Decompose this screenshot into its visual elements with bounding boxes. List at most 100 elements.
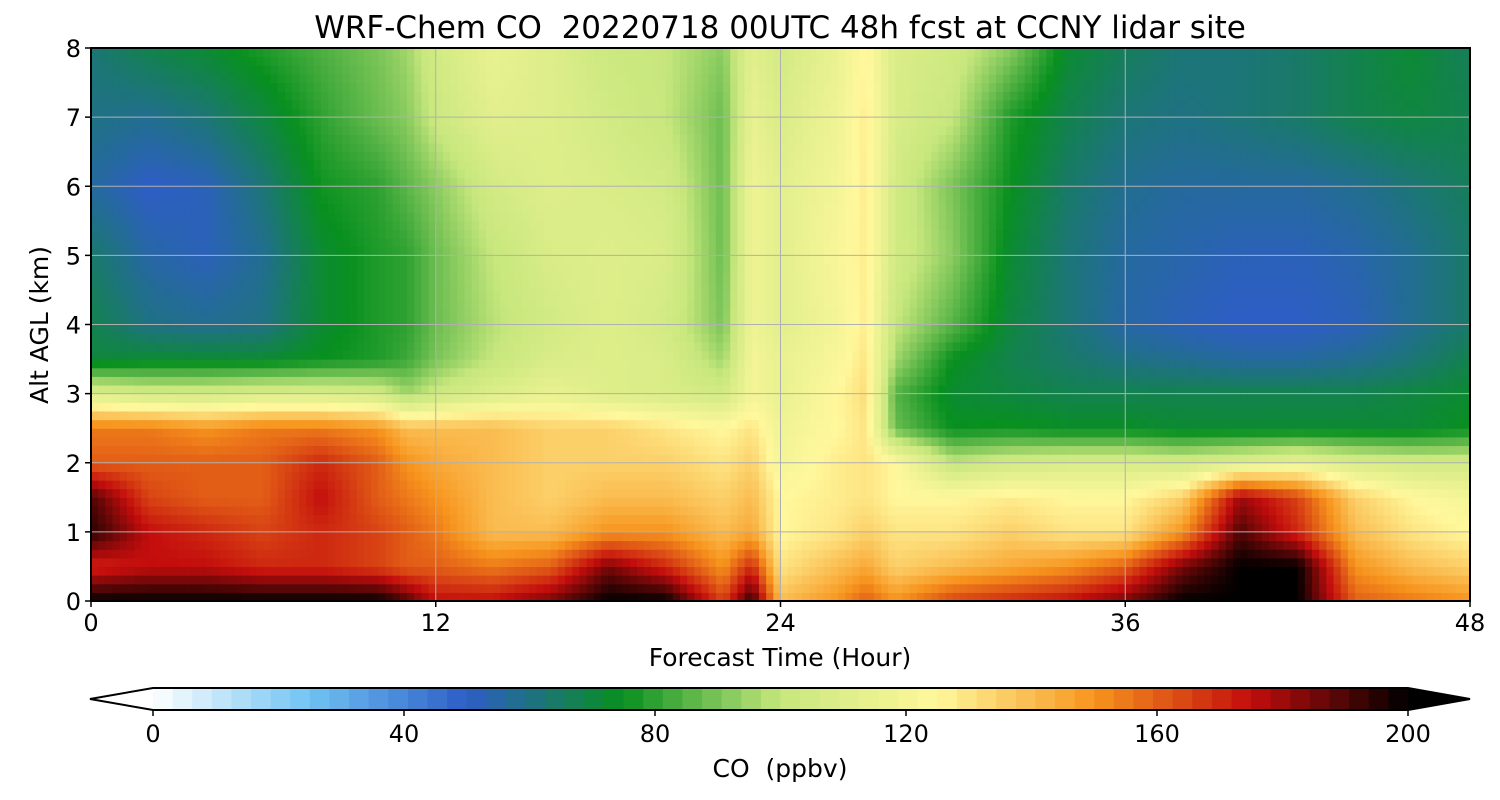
heatmap-cell <box>658 583 667 593</box>
heatmap-cell <box>1153 566 1162 576</box>
heatmap-cell <box>1297 488 1306 498</box>
heatmap-cell <box>241 402 250 412</box>
heatmap-cell <box>1283 566 1292 576</box>
heatmap-cell <box>299 488 308 498</box>
heatmap-cell <box>1010 575 1019 585</box>
heatmap-cell <box>608 471 616 481</box>
heatmap-cell <box>1419 462 1428 472</box>
heatmap-cell <box>227 575 236 585</box>
heatmap-cell <box>198 583 207 593</box>
heatmap-cell <box>873 428 882 438</box>
heatmap-cell <box>579 410 588 421</box>
heatmap-cell <box>543 557 552 568</box>
heatmap-cell <box>672 505 681 516</box>
heatmap-cell <box>1225 454 1234 464</box>
heatmap-cell <box>744 419 753 429</box>
heatmap-cell <box>471 505 480 516</box>
heatmap-cell <box>960 523 968 533</box>
heatmap-cell <box>529 557 537 568</box>
heatmap-cell <box>888 549 897 559</box>
heatmap-cell <box>1369 583 1378 593</box>
heatmap-cell <box>1110 531 1119 542</box>
heatmap-cell <box>773 488 782 498</box>
heatmap-cell <box>1254 497 1263 507</box>
heatmap-cell <box>837 592 846 601</box>
heatmap-cell <box>493 428 501 438</box>
heatmap-cell <box>205 566 214 576</box>
heatmap-cell <box>1232 566 1241 576</box>
heatmap-cell <box>170 497 178 507</box>
heatmap-cell <box>256 384 264 395</box>
heatmap-cell <box>184 514 193 524</box>
heatmap-cell <box>586 488 595 498</box>
heatmap-cell <box>723 410 731 421</box>
heatmap-cell <box>1110 376 1119 386</box>
heatmap-cell <box>1046 419 1055 429</box>
heatmap-cell <box>938 384 947 395</box>
heatmap-cell <box>1110 402 1119 412</box>
heatmap-cell <box>1010 480 1019 490</box>
heatmap-cell <box>471 436 480 447</box>
heatmap-cell <box>134 592 142 601</box>
heatmap-cell <box>1161 505 1169 516</box>
heatmap-cell <box>715 402 724 412</box>
heatmap-cell <box>277 436 286 447</box>
heatmap-cell <box>837 445 846 455</box>
heatmap-cell <box>98 436 106 447</box>
heatmap-cell <box>421 497 430 507</box>
heatmap-cell <box>1390 583 1399 593</box>
heatmap-cell <box>1182 488 1191 498</box>
heatmap-cell <box>198 376 207 386</box>
heatmap-cell <box>414 462 422 472</box>
heatmap-cell <box>952 445 961 455</box>
heatmap-cell <box>328 566 336 576</box>
heatmap-cell <box>593 428 602 438</box>
heatmap-cell <box>1462 376 1470 386</box>
heatmap-cell <box>787 462 796 472</box>
heatmap-cell <box>270 557 279 568</box>
heatmap-cell <box>766 575 774 585</box>
heatmap-cell <box>543 480 552 490</box>
heatmap-cell <box>184 583 193 593</box>
heatmap-cell <box>1125 419 1134 429</box>
heatmap-cell <box>514 436 523 447</box>
heatmap-cell <box>823 436 832 447</box>
heatmap-cell <box>1125 376 1134 386</box>
heatmap-cell <box>852 393 861 403</box>
heatmap-cell <box>981 376 990 386</box>
heatmap-cell <box>1426 583 1435 593</box>
heatmap-cell <box>1290 575 1299 585</box>
heatmap-cell <box>837 454 846 464</box>
heatmap-cell <box>708 402 717 412</box>
heatmap-cell <box>356 402 365 412</box>
heatmap-cell <box>205 583 214 593</box>
heatmap-cell <box>1060 592 1069 601</box>
heatmap-cell <box>1060 523 1069 533</box>
heatmap-cell <box>349 462 358 472</box>
heatmap-cell <box>859 505 868 516</box>
heatmap-cell <box>967 592 976 601</box>
heatmap-cell <box>579 575 588 585</box>
heatmap-cell <box>1161 566 1169 576</box>
heatmap-cell <box>198 436 207 447</box>
heatmap-cell <box>1455 480 1464 490</box>
heatmap-cell <box>270 445 279 455</box>
heatmap-cell <box>177 583 185 593</box>
heatmap-cell <box>155 410 164 421</box>
heatmap-cell <box>442 376 451 386</box>
heatmap-cell <box>723 575 731 585</box>
heatmap-cell <box>1333 523 1342 533</box>
heatmap-cell <box>320 540 329 550</box>
heatmap-cell <box>938 436 947 447</box>
heatmap-cell <box>916 454 925 464</box>
heatmap-cell <box>572 454 580 464</box>
heatmap-cell <box>213 454 221 464</box>
heatmap-cell <box>1398 384 1406 395</box>
heatmap-cell <box>780 557 789 568</box>
heatmap-cell <box>1031 557 1040 568</box>
heatmap-cell <box>715 583 724 593</box>
heatmap-cell <box>1398 531 1406 542</box>
heatmap-cell <box>701 575 710 585</box>
heatmap-cell <box>1139 549 1148 559</box>
heatmap-cell <box>1153 575 1162 585</box>
